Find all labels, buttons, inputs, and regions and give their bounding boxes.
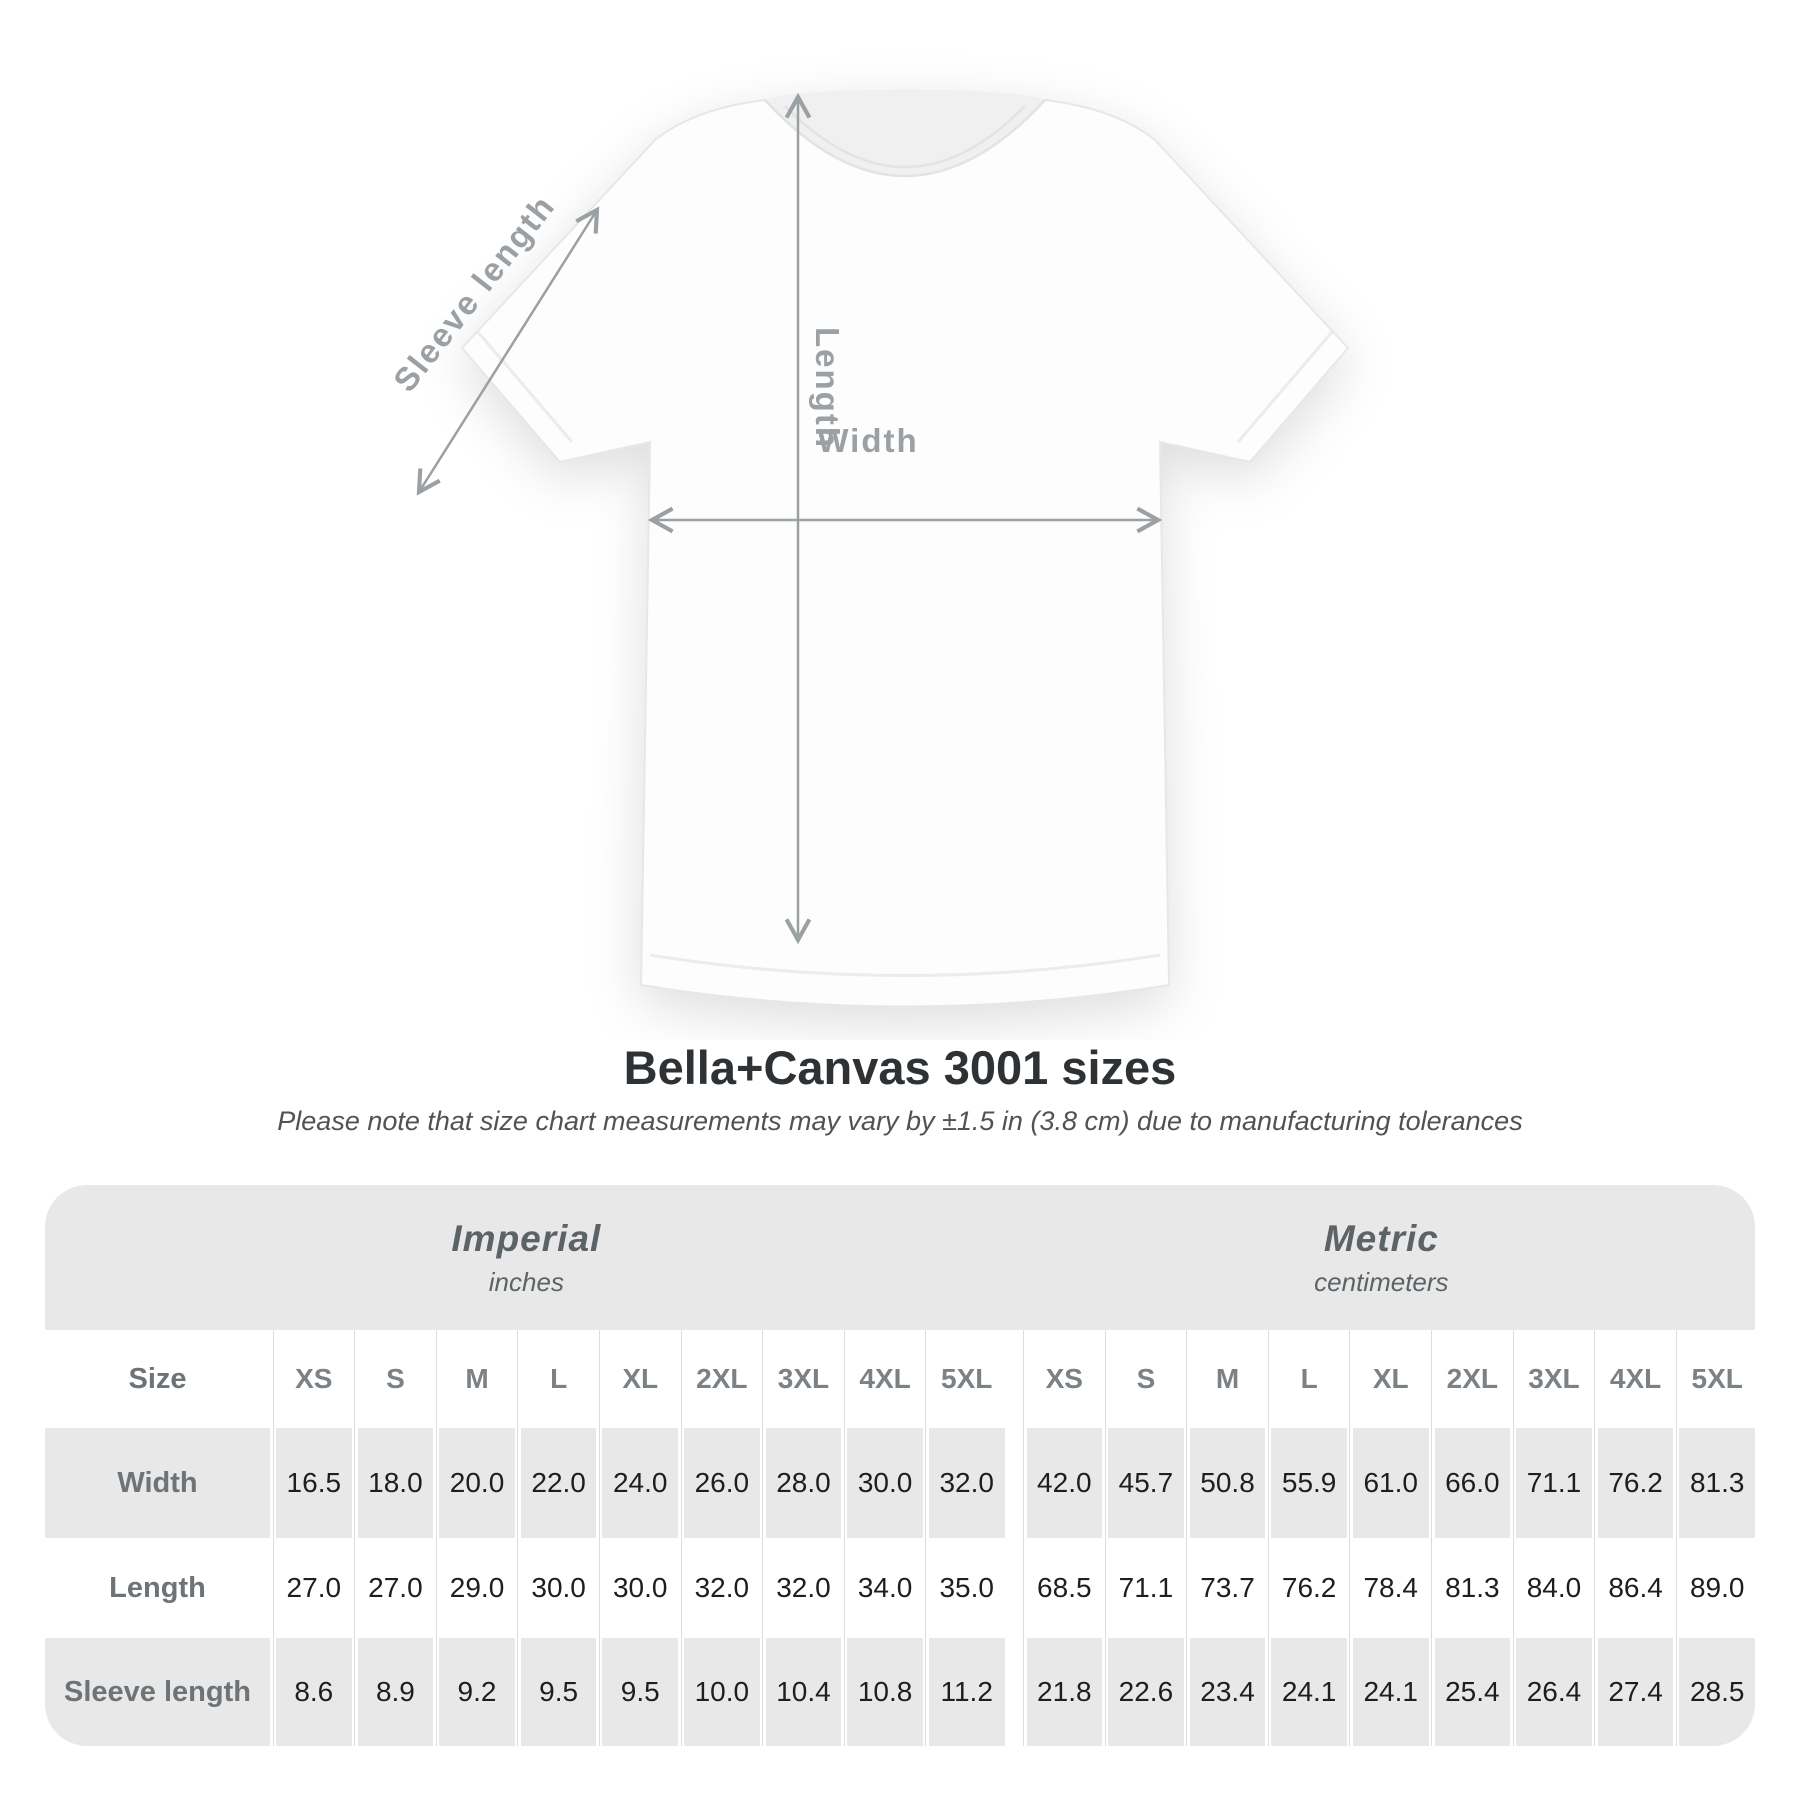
table-cell: 25.4 [1431,1638,1511,1746]
table-cell: 71.1 [1512,1428,1592,1538]
table-cell: 27.0 [272,1538,352,1638]
table-cell: 30.0 [517,1538,597,1638]
metric-subtitle: centimeters [1314,1266,1449,1297]
table-cell: 22.6 [1104,1638,1184,1746]
table-cell: 24.0 [598,1428,679,1538]
table-cell: 22.0 [517,1428,597,1538]
table-cell: 76.2 [1594,1428,1674,1538]
table-cell: 9.5 [598,1638,679,1746]
table-cell: 35.0 [925,1538,1005,1638]
metric-header: Metric centimeters [1008,1185,1755,1330]
table-cell: 81.3 [1431,1538,1511,1638]
table-cell: 27.4 [1594,1638,1674,1746]
unit-divider [1010,1638,1021,1746]
table-cell: 89.0 [1675,1538,1755,1638]
table-cell: 27.0 [354,1538,434,1638]
table-cell: 26.0 [680,1428,760,1538]
sleeve-length-arrow [416,206,600,496]
table-cell: 30.0 [598,1538,678,1638]
size-header-cell: 4XL [1594,1330,1674,1428]
table-cell: 68.5 [1023,1538,1103,1638]
imperial-title: Imperial [451,1217,602,1259]
size-header-cell: XS [272,1330,352,1428]
tshirt-illustration [460,89,1350,1008]
table-cell: 32.0 [925,1428,1005,1538]
unit-divider [1010,1538,1021,1638]
size-header-cell: 2XL [680,1330,760,1428]
size-header-cell: 3XL [762,1330,842,1428]
table-cell: 34.0 [843,1538,923,1638]
table-cell: 45.7 [1104,1428,1184,1538]
table-cell: 24.1 [1349,1638,1429,1746]
table-cell: 42.0 [1023,1428,1103,1538]
table-cell: 29.0 [435,1538,515,1638]
table-cell: 30.0 [843,1428,923,1538]
table-cell: 73.7 [1186,1538,1266,1638]
table-cell: 55.9 [1267,1428,1347,1538]
table-cell: 24.1 [1267,1638,1347,1746]
size-header-cell: M [435,1330,515,1428]
width-measure: Width [647,422,1163,534]
row-label: Width [45,1428,270,1538]
table-cell: 28.5 [1675,1638,1755,1746]
table-cell: 32.0 [762,1538,842,1638]
size-header-cell: 2XL [1431,1330,1511,1428]
size-column-header: Size [128,1362,187,1395]
table-cell: 76.2 [1267,1538,1347,1638]
size-grid: Size XS S M L XL 2XL 3XL 4XL 5XL XS S M L XL 2XL 3XL 4XL 5… [45,1330,1755,1746]
length-label: Length [809,327,846,449]
size-header-cell: XS [1023,1330,1103,1428]
table-cell: 11.2 [925,1638,1005,1746]
table-cell: 84.0 [1512,1538,1592,1638]
table-cell: 78.4 [1349,1538,1429,1638]
table-cell: 10.4 [762,1638,842,1746]
size-header-cell: 3XL [1512,1330,1592,1428]
row-label: Sleeve length [45,1638,270,1746]
row-label: Length [109,1571,206,1604]
table-cell: 20.0 [435,1428,515,1538]
size-header-cell: L [517,1330,597,1428]
size-header-cell: 4XL [843,1330,923,1428]
table-cell: 8.9 [354,1638,434,1746]
table-cell: 8.6 [272,1638,352,1746]
collar [765,89,1045,176]
table-cell: 18.0 [354,1428,434,1538]
table-cell: 50.8 [1186,1428,1266,1538]
unit-band: Imperial inches Metric centimeters [45,1185,1755,1330]
table-cell: 28.0 [762,1428,842,1538]
table-cell: 32.0 [680,1538,760,1638]
table-cell: 66.0 [1431,1428,1511,1538]
size-table: Imperial inches Metric centimeters Size X… [45,1185,1755,1746]
imperial-header: Imperial inches [45,1185,1008,1330]
table-cell: 86.4 [1594,1538,1674,1638]
table-cell: 61.0 [1349,1428,1429,1538]
size-header-cell: XL [598,1330,678,1428]
size-header-cell: S [354,1330,434,1428]
table-cell: 10.8 [843,1638,923,1746]
size-header-cell: S [1104,1330,1184,1428]
size-header-cell: 5XL [1675,1330,1755,1428]
size-header-cell: L [1267,1330,1347,1428]
table-cell: 9.2 [435,1638,515,1746]
size-header-cell: XL [1349,1330,1429,1428]
width-label: Width [817,422,918,459]
table-cell: 9.5 [517,1638,597,1746]
imperial-subtitle: inches [488,1266,564,1297]
page-title: Bella+Canvas 3001 sizes [623,1041,1177,1094]
metric-title: Metric [1323,1217,1439,1259]
page-subtitle: Please note that size chart measurements… [277,1106,1523,1136]
unit-divider [1010,1330,1021,1428]
table-cell: 81.3 [1675,1428,1755,1538]
size-header-cell: M [1186,1330,1266,1428]
table-cell: 16.5 [272,1428,352,1538]
table-cell: 10.0 [680,1638,760,1746]
table-cell: 23.4 [1186,1638,1266,1746]
size-header-cell: 5XL [925,1330,1005,1428]
unit-divider [1010,1428,1021,1538]
table-cell: 26.4 [1512,1638,1592,1746]
table-cell: 21.8 [1023,1638,1103,1746]
table-cell: 71.1 [1104,1538,1184,1638]
tshirt-diagram: Length Width Sleeve length [386,89,1350,1008]
